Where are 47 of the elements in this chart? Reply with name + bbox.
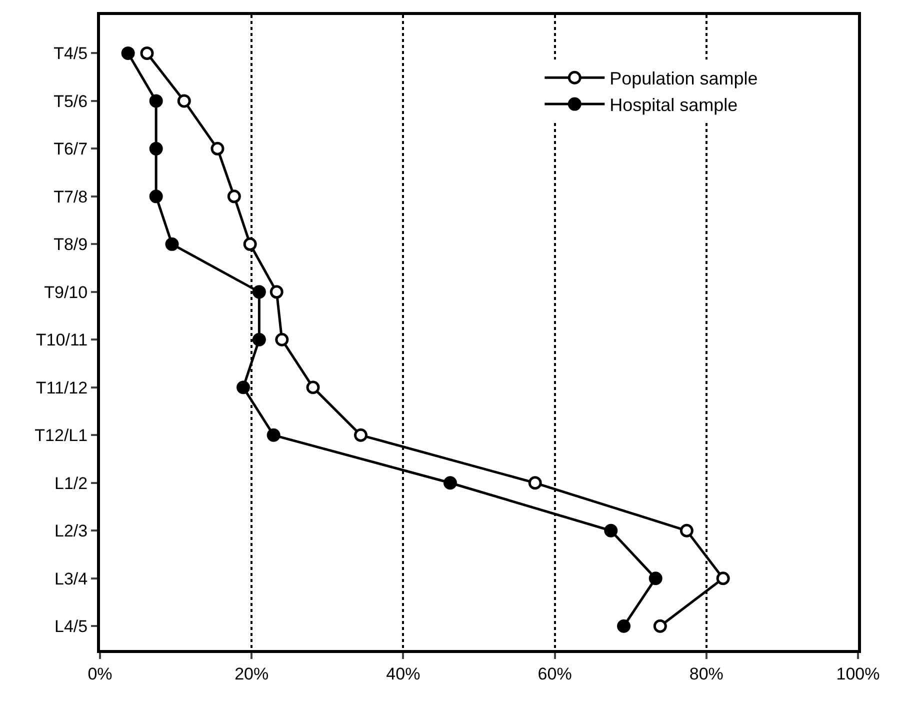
point — [177, 94, 191, 108]
y-tick-label: L3/4 — [54, 569, 88, 588]
point — [227, 190, 241, 204]
y-tick-label: T10/11 — [36, 330, 88, 350]
y-tick-label: T4/5 — [54, 44, 88, 64]
x-tick-label: 40% — [386, 664, 420, 684]
point — [648, 572, 662, 586]
point — [653, 619, 667, 633]
y-tick-label: T11/12 — [36, 378, 88, 398]
point — [149, 142, 163, 156]
x-tick-label: 20% — [234, 664, 269, 684]
x-tick-label: 80% — [689, 664, 724, 684]
x-tick-label: 0% — [88, 664, 112, 684]
point — [252, 332, 266, 346]
point — [165, 237, 179, 251]
y-tick-label: T9/10 — [44, 282, 88, 302]
y-tick-label: T5/6 — [54, 92, 88, 111]
point — [266, 428, 280, 442]
point — [443, 476, 457, 490]
x-tick-label: 60% — [538, 664, 572, 684]
point — [236, 380, 250, 394]
point — [149, 94, 163, 108]
y-tick-label: T8/9 — [54, 235, 88, 254]
legend-label: Hospital sample — [610, 95, 738, 116]
point — [121, 46, 135, 60]
point — [210, 142, 224, 156]
point — [617, 619, 631, 633]
point — [252, 285, 266, 299]
point — [149, 190, 163, 204]
point — [528, 476, 542, 490]
point — [270, 285, 284, 299]
x-tick-label: 100% — [836, 664, 880, 684]
point — [604, 524, 618, 538]
point — [275, 332, 289, 346]
point — [354, 428, 368, 442]
y-tick-label: T12/L1 — [34, 426, 88, 446]
y-tick-label: T7/8 — [54, 187, 88, 206]
point — [140, 46, 154, 60]
point — [680, 524, 694, 538]
point — [716, 572, 730, 586]
point — [306, 380, 320, 394]
point — [243, 237, 257, 251]
y-tick-label: L4/5 — [54, 617, 88, 636]
legend-label: Population sample — [610, 68, 758, 89]
y-tick-label: L1/2 — [54, 474, 88, 493]
y-tick-label: L2/3 — [54, 522, 88, 541]
y-tick-label: T6/7 — [54, 140, 88, 159]
